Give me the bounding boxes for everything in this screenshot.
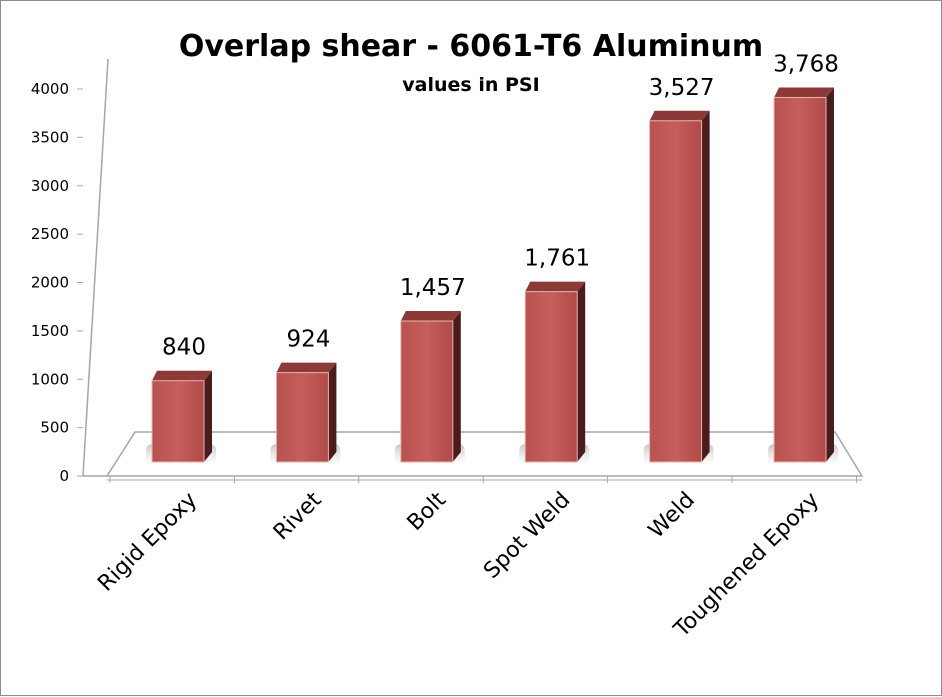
y-tick-label: 500 <box>40 419 69 437</box>
bar-top <box>276 362 337 373</box>
bar <box>270 362 341 466</box>
bar-side <box>577 281 586 462</box>
bar-front <box>151 380 205 463</box>
data-label: 924 <box>286 327 330 353</box>
bar-front <box>275 372 329 463</box>
y-tick-label: 1000 <box>31 370 69 388</box>
y-tick-label: 1500 <box>31 322 69 340</box>
data-label: 1,457 <box>400 275 466 301</box>
bar-side <box>452 311 461 462</box>
bar-front <box>773 96 827 463</box>
bar-side <box>204 370 212 462</box>
bar <box>519 281 590 466</box>
y-axis-ticks: 0 500 1000 1500 2000 2500 3000 3500 4000 <box>31 80 857 485</box>
category-label: Spot Weld <box>479 488 575 584</box>
bar <box>643 110 714 466</box>
bar-front <box>400 320 454 463</box>
y-tick-label: 2500 <box>31 225 69 243</box>
data-label: 840 <box>162 335 206 361</box>
bar-top <box>152 370 212 381</box>
y-tick-label: 3500 <box>31 128 69 146</box>
bar <box>146 370 216 466</box>
bar-front <box>649 120 703 463</box>
data-label: 1,761 <box>524 246 590 272</box>
bar-top <box>774 87 834 98</box>
bar-front <box>524 291 578 463</box>
category-label: Weld <box>644 488 700 544</box>
bar-side <box>701 110 710 462</box>
bar-top <box>525 281 586 292</box>
bar-side <box>328 362 337 462</box>
bar-top <box>649 110 710 121</box>
bar-side <box>826 87 834 463</box>
y-tick-label: 3000 <box>31 177 69 195</box>
category-labels: Rigid Epoxy Rivet Bolt Spot Weld WeldToughen… <box>93 487 824 643</box>
bar <box>394 311 465 466</box>
data-label: 3,768 <box>773 51 839 77</box>
data-labels: 840 924 1,457 1,761 3,527 3,768 <box>162 51 839 360</box>
category-label: Bolt <box>403 487 452 536</box>
bar <box>768 87 838 466</box>
y-tick-label: 4000 <box>31 80 69 98</box>
bar-top <box>400 311 461 322</box>
bars <box>146 87 838 466</box>
data-label: 3,527 <box>649 75 715 101</box>
chart-subtitle: values in PSI <box>402 74 539 96</box>
y-axis-line <box>82 58 109 477</box>
chart-title: Overlap shear - 6061-T6 Aluminum <box>179 29 763 64</box>
category-label: Rigid Epoxy <box>93 488 202 597</box>
y-tick-label: 2000 <box>31 274 69 292</box>
category-label: Rivet <box>269 487 327 545</box>
floor-plane <box>105 431 864 477</box>
y-tick-label: 0 <box>59 467 69 485</box>
